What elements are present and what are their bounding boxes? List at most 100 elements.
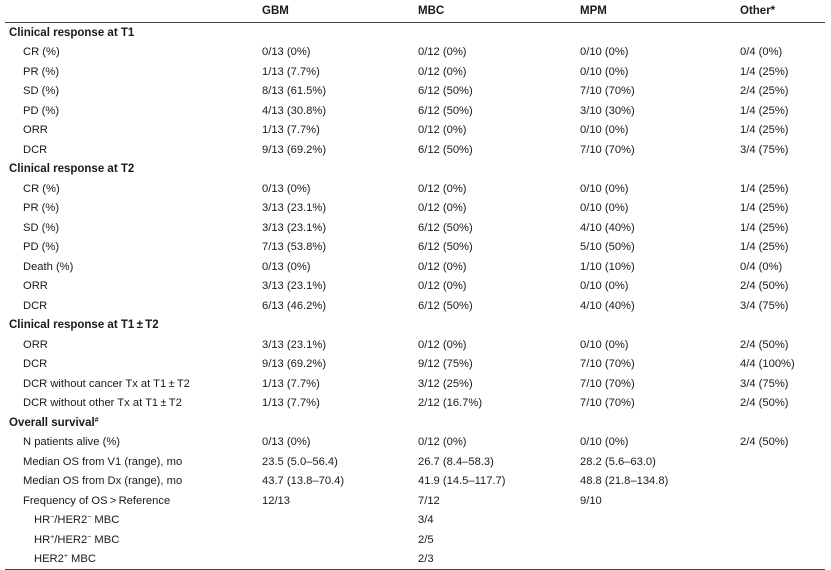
cell-mpm: 4/10 (40%): [580, 299, 635, 312]
cell-gbm: [262, 550, 418, 570]
cell-mbc: 7/12: [418, 494, 440, 507]
cell-gbm: 7/13 (53.8%): [262, 241, 327, 254]
row-label: PR (%): [23, 202, 60, 215]
section-title: Clinical response at T1 ± T2: [9, 319, 159, 332]
cell-mbc: 0/12 (0%): [418, 124, 467, 137]
cell-other: 2/4 (50%): [740, 280, 789, 293]
cell-gbm: [262, 511, 418, 531]
table-row: Death (%) 0/13 (0%) 0/12 (0%) 1/10 (10%) 0/4…: [5, 257, 825, 277]
label-part: MBC: [91, 514, 120, 527]
cell-other: 0/4 (0%): [740, 46, 783, 59]
table-row: PR (%) 1/13 (7.7%) 0/12 (0%) 0/10 (0%) 1/4 (…: [5, 62, 825, 82]
cell-mpm: 0/10 (0%): [580, 436, 629, 449]
cell-other: 1/4 (25%): [740, 65, 789, 78]
cell-mpm: 48.8 (21.8–134.8): [580, 475, 669, 488]
cell-other: [740, 472, 825, 492]
cell-other: [740, 452, 825, 472]
cell-other: 0/4 (0%): [740, 260, 783, 273]
cell-mpm: [580, 511, 740, 531]
cell-other: 1/4 (25%): [740, 182, 789, 195]
row-label: ORR: [23, 124, 48, 137]
cell-mpm: 9/10: [580, 494, 602, 507]
table-row: SD (%) 8/13 (61.5%) 6/12 (50%) 7/10 (70%) 2/…: [5, 82, 825, 102]
label-sup: −: [50, 514, 55, 522]
cell-mbc: 0/12 (0%): [418, 182, 467, 195]
header-row: GBM MBC MPM Other*: [5, 0, 825, 23]
cell-mpm: 7/10 (70%): [580, 377, 635, 390]
table-row: ORR 3/13 (23.1%) 0/12 (0%) 0/10 (0%) 2/4 (50…: [5, 277, 825, 297]
row-label: PD (%): [23, 241, 60, 254]
row-label: DCR: [23, 143, 48, 156]
subrow-label: HR+/HER2− MBC: [5, 530, 262, 550]
table-row: ORR 1/13 (7.7%) 0/12 (0%) 0/10 (0%) 1/4 (25%…: [5, 121, 825, 141]
cell-other: 2/4 (50%): [740, 436, 789, 449]
cell-gbm: 9/13 (69.2%): [262, 358, 327, 371]
row-label: CR (%): [23, 46, 60, 59]
subrow-label: HR−/HER2− MBC: [5, 511, 262, 531]
cell-other: 3/4 (75%): [740, 299, 789, 312]
table-row: PD (%) 4/13 (30.8%) 6/12 (50%) 3/10 (30%) 1/…: [5, 101, 825, 121]
table-row: SD (%) 3/13 (23.1%) 6/12 (50%) 4/10 (40%) 1/…: [5, 218, 825, 238]
cell-other: 2/4 (25%): [740, 85, 789, 98]
cell-gbm: 0/13 (0%): [262, 182, 311, 195]
cell-other: 1/4 (25%): [740, 202, 789, 215]
cell-mbc: 6/12 (50%): [418, 104, 473, 117]
table-row: CR (%) 0/13 (0%) 0/12 (0%) 0/10 (0%) 1/4 (25…: [5, 179, 825, 199]
cell-other: 1/4 (25%): [740, 241, 789, 254]
cell-mpm: 0/10 (0%): [580, 280, 629, 293]
cell-other: 4/4 (100%): [740, 358, 795, 371]
cell-mpm: 7/10 (70%): [580, 397, 635, 410]
cell-other: 1/4 (25%): [740, 104, 789, 117]
cell-mbc: 0/12 (0%): [418, 280, 467, 293]
cell-gbm: 0/13 (0%): [262, 46, 311, 59]
cell-mbc: 3/12 (25%): [418, 377, 473, 390]
row-label: Median OS from Dx (range), mo: [23, 475, 183, 488]
cell-mbc: 2/3: [418, 553, 434, 566]
cell-other: 3/4 (75%): [740, 377, 789, 390]
cell-mbc: 2/12 (16.7%): [418, 397, 483, 410]
section-header-t1t2: Clinical response at T1 ± T2: [5, 316, 825, 336]
cell-other: [740, 491, 825, 511]
cell-other: 1/4 (25%): [740, 221, 789, 234]
cell-mbc: 6/12 (50%): [418, 143, 473, 156]
cell-gbm: 1/13 (7.7%): [262, 377, 320, 390]
label-part: /HER2: [54, 514, 88, 527]
label-part: HR: [34, 533, 51, 546]
cell-mbc: 0/12 (0%): [418, 436, 467, 449]
cell-mpm: [580, 530, 740, 550]
cell-mpm: 7/10 (70%): [580, 358, 635, 371]
cell-mpm: 0/10 (0%): [580, 182, 629, 195]
table-row: DCR without other Tx at T1 ± T2 1/13 (7.7…: [5, 394, 825, 414]
clinical-response-table: GBM MBC MPM Other* Clinical response at …: [5, 0, 825, 570]
row-label: ORR: [23, 338, 48, 351]
footnote-marker: #: [94, 416, 99, 424]
cell-mpm: 0/10 (0%): [580, 124, 629, 137]
table-row: Median OS from V1 (range), mo 23.5 (5.0–5…: [5, 452, 825, 472]
cell-gbm: [262, 530, 418, 550]
row-label: CR (%): [23, 182, 60, 195]
label-sup: +: [63, 553, 68, 561]
cell-other: 1/4 (25%): [740, 124, 789, 137]
cell-gbm: 3/13 (23.1%): [262, 280, 327, 293]
cell-mpm: 7/10 (70%): [580, 143, 635, 156]
cell-mbc: 2/5: [418, 533, 434, 546]
section-header-t1: Clinical response at T1: [5, 23, 825, 43]
section-title: Overall survival: [9, 416, 95, 429]
row-label: DCR: [23, 299, 48, 312]
table-row: DCR without cancer Tx at T1 ± T2 1/13 (7.…: [5, 374, 825, 394]
row-label: N patients alive (%): [23, 436, 120, 449]
row-label: DCR without other Tx at T1 ± T2: [23, 397, 182, 410]
cell-other: 3/4 (75%): [740, 143, 789, 156]
table-subrow: HER2+ MBC 2/3: [5, 550, 825, 570]
cell-gbm: 3/13 (23.1%): [262, 221, 327, 234]
row-label: Median OS from V1 (range), mo: [23, 455, 183, 468]
cell-mbc: 41.9 (14.5–117.7): [418, 475, 506, 488]
cell-mbc: 0/12 (0%): [418, 260, 467, 273]
cell-other: [740, 550, 825, 570]
cell-gbm: 4/13 (30.8%): [262, 104, 327, 117]
cell-mpm: 5/10 (50%): [580, 241, 635, 254]
cell-gbm: 1/13 (7.7%): [262, 124, 320, 137]
label-sup: +: [50, 533, 55, 541]
cell-gbm: 8/13 (61.5%): [262, 85, 327, 98]
row-label: PD (%): [23, 104, 60, 117]
